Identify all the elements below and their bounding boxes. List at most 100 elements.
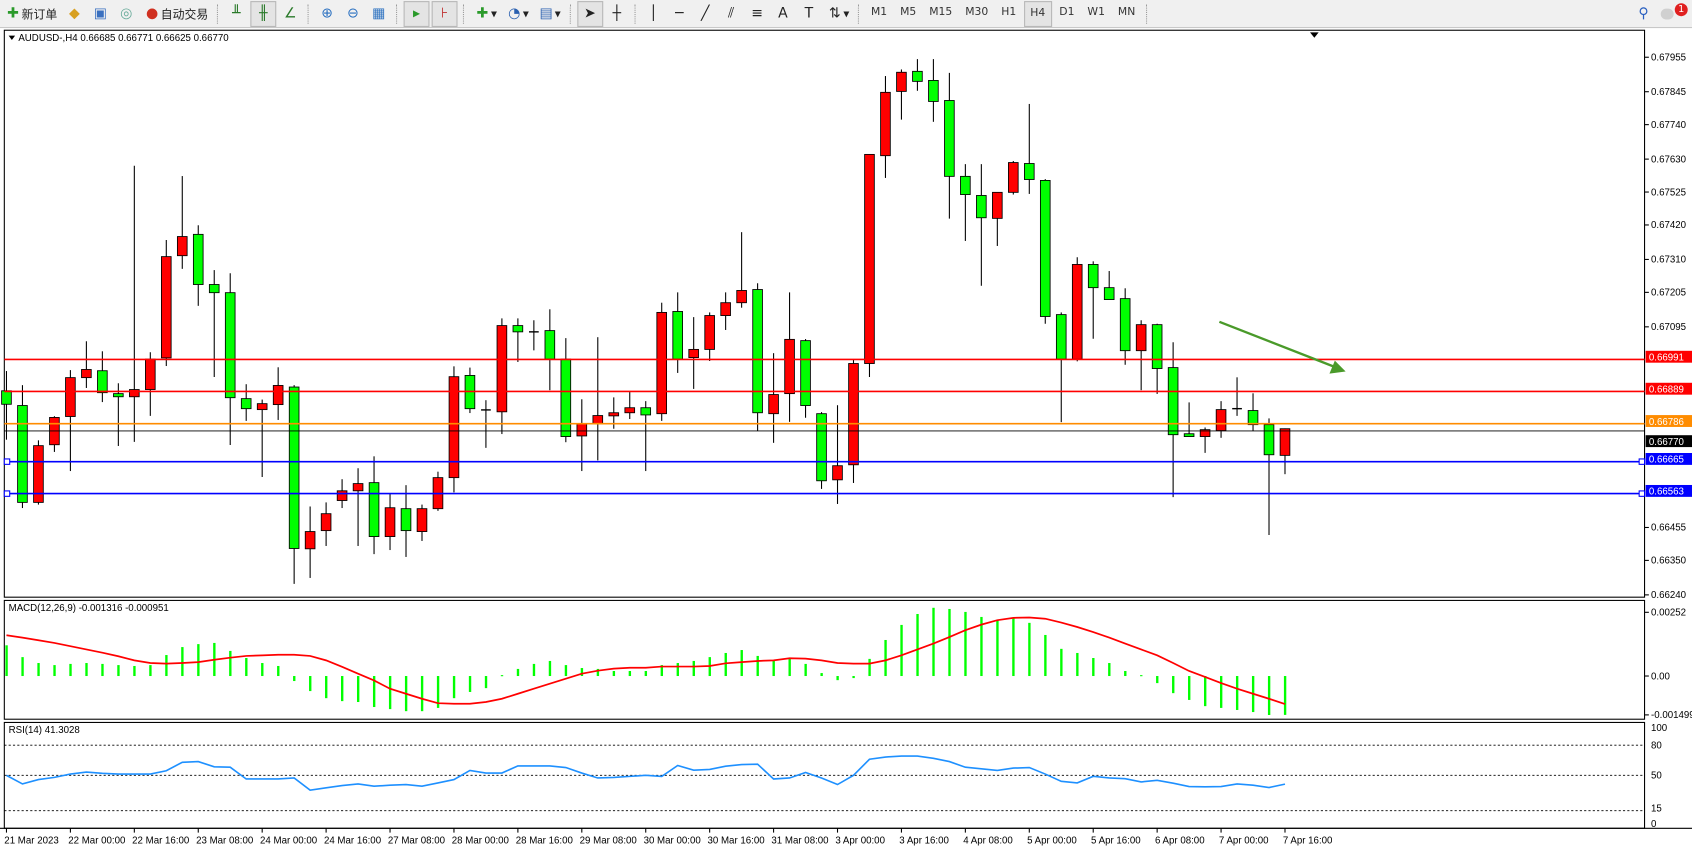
bar-chart-button[interactable]: ╨ (224, 2, 248, 26)
time-label: 5 Apr 16:00 (1091, 835, 1141, 846)
main-chart-panel[interactable] (3, 29, 1646, 598)
vertical-line-button[interactable]: │ (642, 2, 666, 26)
text-button[interactable]: A (771, 2, 795, 26)
chart-shift-marker[interactable] (1310, 32, 1319, 38)
candle-bear (1055, 314, 1067, 360)
candle-bear (1087, 264, 1099, 289)
new-order-button[interactable]: ✚ 新订单 (1, 2, 60, 26)
rsi-axis-label: 100 (1651, 723, 1668, 734)
tester-icon: ▣ (93, 4, 107, 22)
divider (1146, 3, 1148, 24)
macd-histogram-bar (1028, 622, 1031, 677)
arrows-button[interactable]: ⇅ ▾ (823, 2, 853, 26)
level-price-label: 0.66563 (1649, 487, 1684, 498)
macd-histogram-bar (133, 665, 136, 677)
macd-histogram-bar (197, 644, 200, 677)
trend-arrow-head-icon[interactable] (1329, 360, 1346, 374)
macd-histogram-bar (868, 658, 871, 677)
timeframe-m30-button[interactable]: M30 (965, 6, 989, 19)
crosshair-button[interactable]: ┼ (605, 2, 629, 26)
macd-histogram-bar (101, 663, 104, 677)
collapse-triangle-icon[interactable] (8, 35, 16, 40)
macd-histogram-bar (1267, 676, 1271, 716)
zoom-out-button[interactable]: ⊖ (341, 2, 365, 26)
search-button[interactable]: ⚲ (1632, 2, 1656, 26)
macd-histogram-bar (532, 663, 536, 677)
tester-button[interactable]: ▣ (88, 2, 112, 26)
candle-bull (1135, 324, 1147, 352)
timeframe-m5-button[interactable]: M5 (900, 6, 917, 19)
horizontal-line-button[interactable]: ─ (668, 2, 692, 26)
trendline-button[interactable]: ╱ (693, 2, 717, 26)
timeframe-m15-button[interactable]: M15 (929, 6, 953, 19)
candle-bull (272, 385, 284, 406)
candle-bull (784, 338, 795, 395)
line-handle[interactable] (1638, 458, 1646, 465)
time-label: 3 Apr 00:00 (835, 835, 885, 846)
new-order-label: 新订单 (21, 7, 58, 22)
timeframe-d1-button[interactable]: D1 (1059, 6, 1075, 19)
divider (462, 3, 465, 24)
divider (569, 3, 571, 24)
signal-button[interactable]: ◎ (114, 2, 138, 26)
trend-arrow-line[interactable] (1218, 320, 1339, 370)
candlestick-button[interactable]: ╫ (250, 0, 277, 27)
time-label: 5 Apr 00:00 (1027, 835, 1077, 846)
macd-histogram-bar (1076, 652, 1079, 677)
candle-bull (1008, 162, 1019, 193)
time-label: 30 Mar 00:00 (644, 835, 702, 846)
time-label: 29 Mar 08:00 (580, 835, 638, 846)
zoom-out-icon: ⊖ (346, 4, 359, 22)
macd-histogram-bar (436, 676, 440, 708)
macd-histogram-bar (1156, 676, 1159, 684)
candle-bull (688, 348, 699, 358)
candle-bear (640, 407, 652, 416)
timeframe-m1-button[interactable]: M1 (870, 6, 888, 19)
time-label: 24 Mar 16:00 (324, 835, 382, 846)
candle-bull (608, 412, 620, 417)
equidistant-channel-icon: ⫽ (728, 4, 735, 22)
macd-histogram-bar (724, 652, 727, 677)
tile-windows-button[interactable]: ▦ (367, 2, 391, 26)
rsi-label: RSI(14) 41.3028 (9, 725, 80, 736)
level-price-box (1645, 415, 1692, 427)
candle-bull (768, 394, 779, 415)
candle-bear (1183, 433, 1195, 437)
auto-trading-button[interactable]: ● 自动交易 (140, 2, 211, 26)
indicators-button[interactable]: ✚ ▾ (470, 2, 500, 26)
line-handle[interactable] (1638, 490, 1646, 497)
templates-button[interactable]: ▤ ▾ (539, 4, 561, 22)
candle-bear (816, 413, 827, 482)
line-handle[interactable] (3, 490, 11, 497)
candle-bull (33, 445, 44, 503)
timeframe-h1-button[interactable]: H1 (1001, 6, 1017, 19)
macd-histogram-bar (772, 660, 775, 677)
timeframe-h4-button[interactable]: H4 (1023, 0, 1052, 27)
line-chart-button[interactable]: ∠ (278, 2, 302, 26)
fibonacci-icon: ≡ (751, 4, 763, 22)
periods-button[interactable]: ◔ ▾ (502, 2, 532, 26)
text-label-button[interactable]: T (797, 2, 821, 26)
zoom-in-button[interactable]: ⊕ (315, 2, 339, 26)
line-chart-icon: ∠ (283, 4, 297, 22)
macd-histogram-bar (548, 660, 552, 677)
zoom-in-icon: ⊕ (321, 4, 333, 22)
candle-bull (592, 415, 604, 425)
macd-panel[interactable] (3, 599, 1646, 720)
macd-histogram-bar (53, 665, 56, 677)
gold-button[interactable]: ◆ (63, 2, 87, 26)
price-label: 0.67630 (1651, 154, 1687, 165)
divider (216, 3, 219, 24)
fibonacci-button[interactable]: ≡ (745, 2, 769, 26)
chart-shift-button[interactable]: ⊦ (431, 0, 458, 27)
autoscroll-button[interactable]: ▸ (403, 0, 430, 27)
equidistant-channel-button[interactable]: ⫽ (719, 2, 743, 26)
line-handle[interactable] (3, 458, 11, 465)
cursor-button[interactable]: ➤ (576, 0, 603, 27)
timeframe-mn-button[interactable]: MN (1117, 6, 1136, 19)
timeframe-w1-button[interactable]: W1 (1087, 6, 1105, 19)
notification-button[interactable]: 1 (1657, 2, 1690, 26)
candle-bear (960, 175, 971, 195)
chart-window[interactable]: AUDUSD-,H4 0.66685 0.66771 0.66625 0.667… (0, 27, 1692, 851)
candle-bull (448, 376, 460, 479)
